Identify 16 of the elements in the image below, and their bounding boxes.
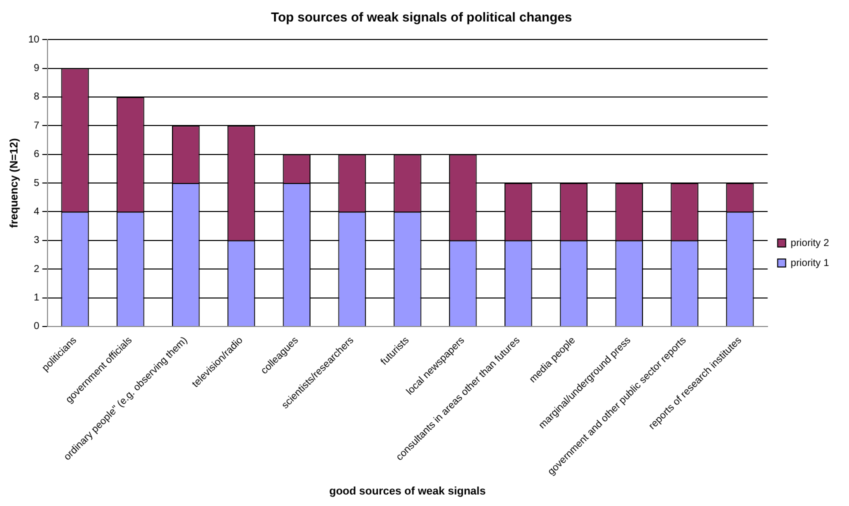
legend-label: priority 2	[790, 238, 830, 249]
y-tick-label: 8	[34, 92, 40, 103]
y-axis-title: frequency (N=12)	[8, 138, 21, 228]
x-axis-title: good sources of weak signals	[329, 485, 486, 498]
y-tick-label: 10	[28, 34, 40, 46]
chart-title: Top sources of weak signals of political changes	[271, 9, 572, 24]
y-tick-label: 7	[34, 120, 40, 132]
legend-label: priority 1	[790, 258, 830, 269]
y-tick-label: 6	[34, 149, 40, 160]
y-tick-label: 2	[34, 264, 40, 275]
y-tick-label: 5	[34, 178, 40, 189]
y-tick-label: 4	[34, 206, 40, 218]
y-tick-label: 9	[34, 63, 40, 74]
y-tick-label: 1	[34, 292, 40, 304]
y-tick-label: 0	[34, 321, 40, 332]
y-tick-label: 3	[34, 235, 40, 246]
